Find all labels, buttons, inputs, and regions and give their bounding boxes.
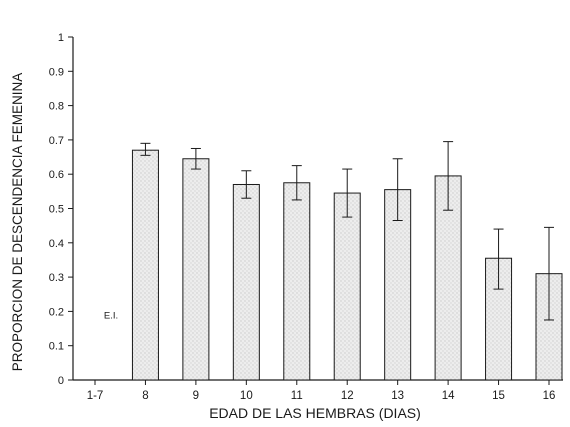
bar: [182, 158, 210, 381]
y-tick-label: 0: [58, 375, 64, 387]
bar: [333, 192, 361, 381]
y-tick-label: 0.6: [49, 169, 64, 181]
x-axis-label: EDAD DE LAS HEMBRAS (DIAS): [209, 405, 421, 421]
y-axis-label: PROPORCION DE DESCENDENCIA FEMENINA: [10, 73, 25, 372]
y-tick-label: 0.7: [49, 135, 64, 147]
y-tick-label: 0.5: [49, 204, 64, 216]
x-tick-label: 14: [442, 390, 455, 402]
x-tick-label: 15: [492, 390, 505, 402]
x-tick-label: 10: [240, 390, 253, 402]
x-tick-label: 12: [341, 390, 354, 402]
y-tick-label: 0.2: [49, 306, 64, 318]
x-tick-label: 11: [291, 390, 303, 402]
y-tick-label: 0.1: [49, 341, 64, 353]
x-tick-label: 8: [142, 390, 148, 402]
y-tick-label: 0.3: [49, 272, 64, 284]
y-tick-label: 0.9: [49, 66, 64, 78]
x-tick-label: 1-7: [87, 390, 104, 402]
y-tick-label: 0.8: [49, 101, 64, 113]
bar: [232, 183, 260, 381]
bar: [131, 149, 159, 381]
x-tick-label: 9: [193, 390, 199, 402]
x-tick-label: 16: [543, 390, 556, 402]
annotation-label: E.I.: [104, 310, 118, 321]
y-tick-label: 1: [58, 32, 64, 44]
x-tick-label: 13: [391, 390, 404, 402]
bar: [283, 182, 311, 381]
chart-labels: 1-7 8 9 10 11 12 13 14 15 16 E.I.: [87, 310, 556, 402]
y-tick-label: 0.4: [49, 238, 64, 250]
chart-error-bars: [140, 141, 554, 321]
